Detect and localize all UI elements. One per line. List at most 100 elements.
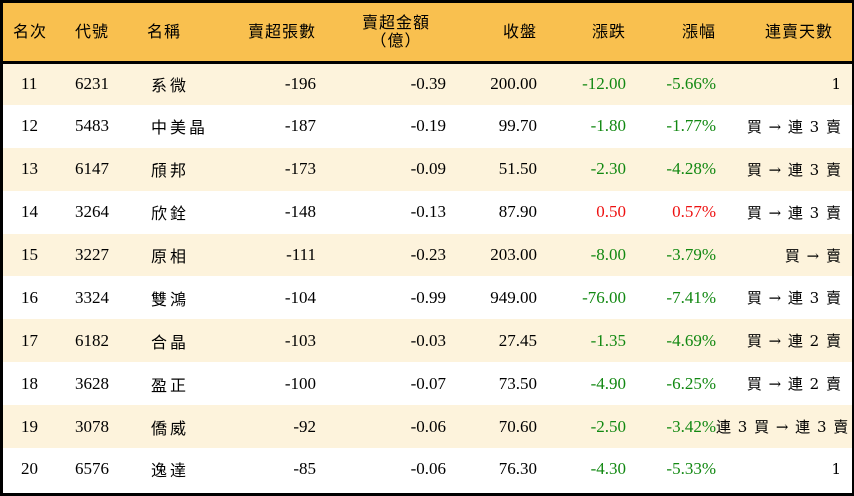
cell-change: -2.50 (590, 416, 626, 436)
cell-name[interactable]: 原相 (151, 247, 190, 266)
cell-net-sell-lots: -85 (293, 459, 316, 479)
cell-streak: 買 → 連 3 賣 (746, 117, 842, 136)
cell-rank: 14 (21, 202, 38, 222)
cell-net-sell-lots: -100 (284, 373, 316, 393)
cell-code[interactable]: 3264 (75, 202, 109, 222)
table-row[interactable]: 17 6182 合晶 -103 -0.03 27.45 -1.35 -4.69%… (3, 319, 852, 363)
table-header-row: 名次 代號 名稱 賣超張數 賣超金額 （億） 收盤 漲跌 漲幅 連賣天數 (3, 3, 852, 62)
cell-close: 73.50 (498, 373, 537, 393)
cell-code[interactable]: 3324 (75, 287, 109, 307)
cell-net-sell-lots: -196 (284, 74, 316, 94)
cell-code[interactable]: 3227 (75, 245, 109, 264)
header-change[interactable]: 漲跌 (591, 21, 626, 41)
table-row[interactable]: 11 6231 系微 -196 -0.39 200.00 -12.00 -5.6… (3, 62, 852, 105)
cell-net-sell-amount: -0.06 (410, 416, 446, 436)
table-row[interactable]: 18 3628 盈正 -100 -0.07 73.50 -4.90 -6.25%… (3, 362, 852, 406)
cell-net-sell-amount: -0.06 (410, 459, 446, 479)
cell-rank: 15 (21, 245, 38, 264)
cell-net-sell-amount: -0.99 (410, 287, 446, 307)
header-net-sell-amount[interactable]: 賣超金額 （億） (316, 3, 446, 62)
cell-rank: 13 (21, 159, 38, 179)
cell-close: 200.00 (490, 74, 537, 94)
cell-streak: 買 → 連 3 賣 (746, 160, 842, 179)
cell-rank: 12 (21, 116, 38, 136)
header-name[interactable]: 名稱 (147, 21, 182, 41)
net-sell-ranking-table: 名次 代號 名稱 賣超張數 賣超金額 （億） 收盤 漲跌 漲幅 連賣天數 11 … (3, 3, 852, 491)
cell-code[interactable]: 6182 (75, 330, 109, 350)
cell-net-sell-lots: -104 (284, 287, 316, 307)
cell-name[interactable]: 僑威 (151, 418, 190, 438)
cell-net-sell-lots: -187 (284, 116, 316, 136)
header-change-pct[interactable]: 漲幅 (681, 21, 716, 41)
table-row[interactable]: 19 3078 僑威 -92 -0.06 70.60 -2.50 -3.42% … (3, 405, 852, 449)
header-code[interactable]: 代號 (75, 21, 110, 41)
cell-close: 99.70 (498, 116, 537, 136)
cell-name[interactable]: 中美晶 (151, 118, 209, 138)
cell-streak: 1 (831, 460, 842, 479)
cell-code[interactable]: 3628 (75, 373, 109, 393)
cell-name[interactable]: 盈正 (151, 375, 190, 395)
cell-net-sell-amount: -0.09 (410, 159, 446, 179)
header-rank[interactable]: 名次 (13, 21, 48, 41)
cell-close: 87.90 (498, 202, 537, 222)
cell-net-sell-amount: -0.13 (410, 202, 446, 222)
cell-change: -8.00 (590, 245, 626, 264)
table-row[interactable]: 15 3227 原相 -111 -0.23 203.00 -8.00 -3.79… (3, 233, 852, 277)
cell-net-sell-lots: -111 (286, 245, 316, 264)
cell-net-sell-lots: -148 (284, 202, 316, 222)
cell-rank: 11 (21, 74, 38, 94)
table-row[interactable]: 13 6147 頎邦 -173 -0.09 51.50 -2.30 -4.28%… (3, 147, 852, 191)
cell-code[interactable]: 6576 (75, 459, 109, 479)
cell-name[interactable]: 逸達 (151, 461, 190, 481)
cell-change-pct: -3.79% (666, 245, 716, 264)
cell-name[interactable]: 頎邦 (151, 161, 190, 181)
table-row[interactable]: 16 3324 雙鴻 -104 -0.99 949.00 -76.00 -7.4… (3, 276, 852, 320)
table-row[interactable]: 20 6576 逸達 -85 -0.06 76.30 -4.30 -5.33% … (3, 448, 852, 491)
cell-code[interactable]: 3078 (75, 416, 109, 436)
cell-change-pct: -6.25% (666, 373, 716, 393)
cell-net-sell-lots: -103 (284, 330, 316, 350)
cell-streak: 買 → 賣 (784, 246, 842, 265)
cell-rank: 19 (21, 416, 38, 436)
header-streak[interactable]: 連賣天數 (764, 21, 833, 41)
cell-code[interactable]: 6147 (75, 159, 109, 179)
cell-close: 27.45 (498, 330, 537, 350)
header-net-sell-amount-line1: 賣超金額 (361, 12, 430, 32)
table-row[interactable]: 14 3264 欣銓 -148 -0.13 87.90 0.50 0.57% 買… (3, 190, 852, 234)
cell-close: 76.30 (498, 459, 537, 479)
cell-name[interactable]: 合晶 (151, 332, 190, 352)
cell-change-pct: -4.69% (666, 330, 716, 350)
cell-net-sell-amount: -0.07 (410, 373, 446, 393)
cell-streak: 1 (831, 75, 842, 94)
cell-net-sell-amount: -0.03 (410, 330, 446, 350)
header-net-sell-lots[interactable]: 賣超張數 (247, 21, 316, 41)
cell-change: -4.30 (590, 459, 626, 479)
cell-code[interactable]: 5483 (75, 116, 109, 136)
cell-streak: 買 → 連 3 賣 (746, 203, 842, 222)
cell-change-pct: -5.66% (666, 74, 716, 94)
table-body: 11 6231 系微 -196 -0.39 200.00 -12.00 -5.6… (3, 62, 852, 491)
cell-name[interactable]: 欣銓 (151, 204, 190, 224)
cell-name[interactable]: 雙鴻 (151, 289, 190, 309)
cell-streak: 買 → 連 2 賣 (746, 332, 842, 351)
cell-rank: 18 (21, 373, 38, 393)
header-net-sell-amount-line2: （億） (370, 30, 422, 50)
cell-net-sell-lots: -173 (284, 159, 316, 179)
cell-change-pct: -3.42% (666, 416, 716, 436)
cell-rank: 20 (21, 459, 38, 479)
cell-name[interactable]: 系微 (151, 76, 190, 96)
cell-code[interactable]: 6231 (75, 74, 109, 94)
cell-change: -4.90 (590, 373, 626, 393)
cell-close: 949.00 (490, 287, 537, 307)
header-close[interactable]: 收盤 (502, 21, 537, 41)
cell-net-sell-amount: -0.39 (410, 74, 446, 94)
cell-change: -76.00 (582, 287, 626, 307)
table-row[interactable]: 12 5483 中美晶 -187 -0.19 99.70 -1.80 -1.77… (3, 104, 852, 148)
cell-close: 70.60 (498, 416, 537, 436)
cell-change-pct: -5.33% (666, 459, 716, 479)
cell-streak: 買 → 連 3 賣 (746, 289, 842, 308)
cell-rank: 17 (21, 330, 38, 350)
cell-change: -12.00 (582, 74, 626, 94)
cell-change-pct: -7.41% (666, 287, 716, 307)
